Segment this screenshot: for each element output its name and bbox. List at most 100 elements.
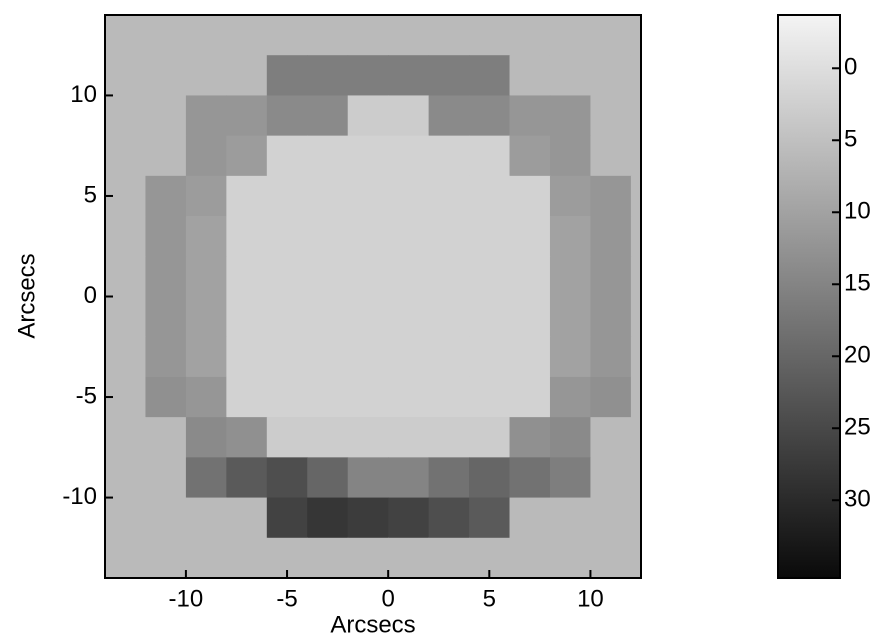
heatmap-cell	[307, 216, 349, 257]
heatmap-cell	[226, 497, 268, 539]
heatmap-cell	[469, 417, 511, 458]
heatmap-cell	[307, 457, 349, 499]
heatmap-cell	[307, 175, 349, 217]
heatmap-cell	[347, 95, 389, 137]
heatmap-cell	[469, 15, 511, 56]
heatmap-cell	[549, 15, 591, 56]
heatmap-cell	[145, 336, 187, 378]
heatmap-cell	[549, 336, 591, 378]
heatmap-cell	[185, 457, 227, 499]
heatmap-cell	[185, 336, 227, 378]
heatmap-cell	[347, 497, 389, 539]
heatmap-cell	[145, 376, 187, 418]
heatmap-cell	[347, 417, 389, 458]
heatmap-cell	[388, 417, 430, 458]
heatmap-cell	[226, 417, 268, 458]
heatmap-cell	[630, 216, 641, 257]
heatmap-cell	[266, 216, 308, 257]
heatmap-cell	[388, 15, 430, 56]
heatmap-cell	[428, 256, 470, 297]
heatmap-cell	[428, 497, 470, 539]
heatmap	[105, 15, 641, 578]
heatmap-cell	[226, 15, 268, 56]
y-tick-label: -10	[62, 483, 97, 510]
heatmap-cell	[469, 95, 511, 137]
heatmap-cell	[266, 175, 308, 217]
heatmap-cell	[469, 296, 511, 338]
heatmap-cell	[347, 537, 389, 578]
heatmap-cell	[266, 95, 308, 137]
heatmap-cell	[226, 175, 268, 217]
y-tick-label: 5	[84, 181, 97, 208]
heatmap-cell	[428, 296, 470, 338]
heatmap-cell	[226, 336, 268, 378]
heatmap-cell	[590, 296, 632, 338]
heatmap-cell	[509, 537, 551, 578]
colorbar-tick-label: 5	[844, 126, 857, 153]
heatmap-cell	[590, 537, 632, 578]
heatmap-cell	[226, 376, 268, 418]
heatmap-cell	[185, 175, 227, 217]
heatmap-cell	[145, 417, 187, 458]
heatmap-cell	[428, 376, 470, 418]
heatmap-cell	[469, 175, 511, 217]
heatmap-cell	[105, 537, 146, 578]
heatmap-cell	[105, 135, 146, 177]
heatmap-cell	[509, 55, 551, 96]
heatmap-cell	[590, 497, 632, 539]
colorbar-tick-label: 10	[844, 198, 871, 225]
heatmap-cell	[307, 417, 349, 458]
heatmap-cell	[549, 256, 591, 297]
heatmap-cell	[307, 537, 349, 578]
heatmap-cell	[347, 135, 389, 177]
heatmap-cell	[509, 15, 551, 56]
heatmap-cell	[630, 55, 641, 96]
x-tick-label: 10	[577, 585, 604, 612]
heatmap-cell	[388, 95, 430, 137]
heatmap-cell	[590, 336, 632, 378]
heatmap-cell	[266, 457, 308, 499]
heatmap-cell	[549, 175, 591, 217]
heatmap-cell	[388, 376, 430, 418]
heatmap-cell	[145, 497, 187, 539]
heatmap-cell	[509, 296, 551, 338]
heatmap-cell	[509, 95, 551, 137]
heatmap-cell	[509, 457, 551, 499]
heatmap-cell	[347, 175, 389, 217]
heatmap-cell	[226, 256, 268, 297]
heatmap-cell	[145, 15, 187, 56]
heatmap-cell	[630, 296, 641, 338]
heatmap-cell	[226, 296, 268, 338]
heatmap-cell	[428, 175, 470, 217]
heatmap-cell	[105, 55, 146, 96]
heatmap-cell	[590, 55, 632, 96]
heatmap-cell	[590, 417, 632, 458]
heatmap-cell	[307, 256, 349, 297]
heatmap-cell	[630, 135, 641, 177]
heatmap-cell	[388, 256, 430, 297]
heatmap-cell	[307, 336, 349, 378]
heatmap-cell	[590, 135, 632, 177]
heatmap-cell	[105, 296, 146, 338]
heatmap-cell	[145, 296, 187, 338]
heatmap-cell	[105, 417, 146, 458]
heatmap-cell	[347, 256, 389, 297]
heatmap-cell	[630, 95, 641, 137]
heatmap-cell	[145, 175, 187, 217]
heatmap-cell	[428, 216, 470, 257]
heatmap-cell	[226, 55, 268, 96]
heatmap-cell	[266, 497, 308, 539]
heatmap-cell	[185, 256, 227, 297]
heatmap-cell	[105, 256, 146, 297]
heatmap-cell	[630, 457, 641, 499]
heatmap-cell	[549, 296, 591, 338]
heatmap-cell	[469, 256, 511, 297]
heatmap-cell	[307, 296, 349, 338]
heatmap-cell	[428, 336, 470, 378]
heatmap-cell	[630, 175, 641, 217]
heatmap-cell	[469, 55, 511, 96]
colorbar-tick-label: 15	[844, 270, 871, 297]
heatmap-cell	[428, 537, 470, 578]
heatmap-cell	[549, 376, 591, 418]
